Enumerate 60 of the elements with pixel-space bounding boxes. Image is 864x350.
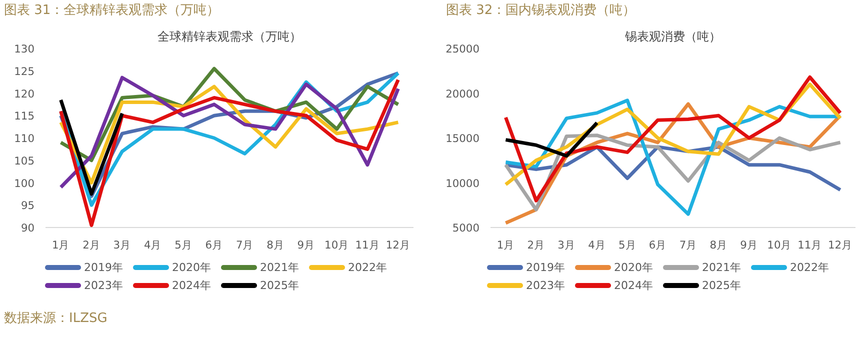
y-tick-label: 5000 — [452, 222, 480, 234]
x-tick-label: 4月 — [144, 238, 162, 252]
x-tick-label: 3月 — [113, 238, 132, 252]
legend-label: 2022年 — [348, 260, 387, 276]
source-note: 数据来源：ILZSG — [4, 310, 108, 328]
x-tick-label: 9月 — [740, 238, 758, 252]
x-tick-label: 11月 — [355, 238, 380, 252]
legend-label: 2023年 — [84, 278, 123, 294]
y-tick-label: 95 — [20, 199, 35, 212]
legend-label: 2022年 — [790, 260, 829, 276]
x-tick-label: 12月 — [386, 238, 410, 252]
y-tick-label: 105 — [14, 154, 35, 168]
x-tick-label: 9月 — [297, 238, 316, 252]
y-tick-label: 115 — [14, 110, 35, 123]
x-tick-label: 11月 — [798, 238, 822, 252]
legend-label: 2020年 — [614, 260, 653, 276]
chart-subtitle: 锡表观消费（吨） — [624, 30, 721, 44]
y-tick-label: 90 — [20, 222, 35, 234]
y-tick-label: 125 — [14, 64, 35, 78]
x-tick-label: 7月 — [236, 238, 254, 252]
x-tick-label: 7月 — [679, 238, 698, 252]
y-tick-label: 120 — [14, 87, 35, 100]
x-tick-label: 1月 — [496, 238, 515, 252]
x-tick-label: 1月 — [52, 238, 70, 252]
legend-label: 2024年 — [614, 278, 653, 294]
legend-label: 2023年 — [526, 278, 565, 294]
line-series — [504, 75, 842, 202]
x-tick-label: 2月 — [82, 238, 100, 252]
chart-subtitle: 全球精锌表观需求（万吨） — [158, 30, 302, 44]
line-series — [504, 121, 599, 158]
legend-label: 2019年 — [84, 260, 123, 276]
y-tick-label: 10000 — [446, 176, 480, 190]
legend-label: 2024年 — [172, 278, 211, 294]
legend-label: 2025年 — [260, 278, 299, 294]
x-tick-label: 5月 — [618, 238, 636, 252]
x-tick-label: 8月 — [710, 238, 728, 252]
y-tick-label: 25000 — [446, 42, 480, 56]
x-tick-label: 6月 — [648, 238, 667, 252]
chart-title: 图表 31：全球精锌表观需求（万吨） — [4, 2, 220, 20]
y-tick-label: 130 — [14, 42, 35, 56]
x-tick-label: 4月 — [588, 238, 606, 252]
x-tick-label: 10月 — [767, 238, 792, 252]
legend-label: 2020年 — [172, 260, 211, 276]
chart-title: 图表 32：国内锡表观消费（吨） — [446, 2, 636, 20]
legend-label: 2021年 — [702, 260, 741, 276]
legend-label: 2025年 — [702, 278, 741, 294]
y-tick-label: 15000 — [446, 132, 480, 145]
legend-label: 2021年 — [260, 260, 299, 276]
x-tick-label: 8月 — [266, 238, 284, 252]
y-tick-label: 20000 — [446, 87, 480, 100]
y-tick-label: 110 — [14, 132, 35, 145]
legend-label: 2019年 — [526, 260, 565, 276]
x-tick-label: 12月 — [828, 238, 853, 252]
x-tick-label: 6月 — [205, 238, 224, 252]
line-series — [59, 78, 400, 228]
x-tick-label: 3月 — [558, 238, 576, 252]
x-tick-label: 5月 — [174, 238, 192, 252]
x-tick-label: 2月 — [527, 238, 546, 252]
y-tick-label: 100 — [14, 176, 35, 190]
x-tick-label: 10月 — [324, 238, 350, 252]
